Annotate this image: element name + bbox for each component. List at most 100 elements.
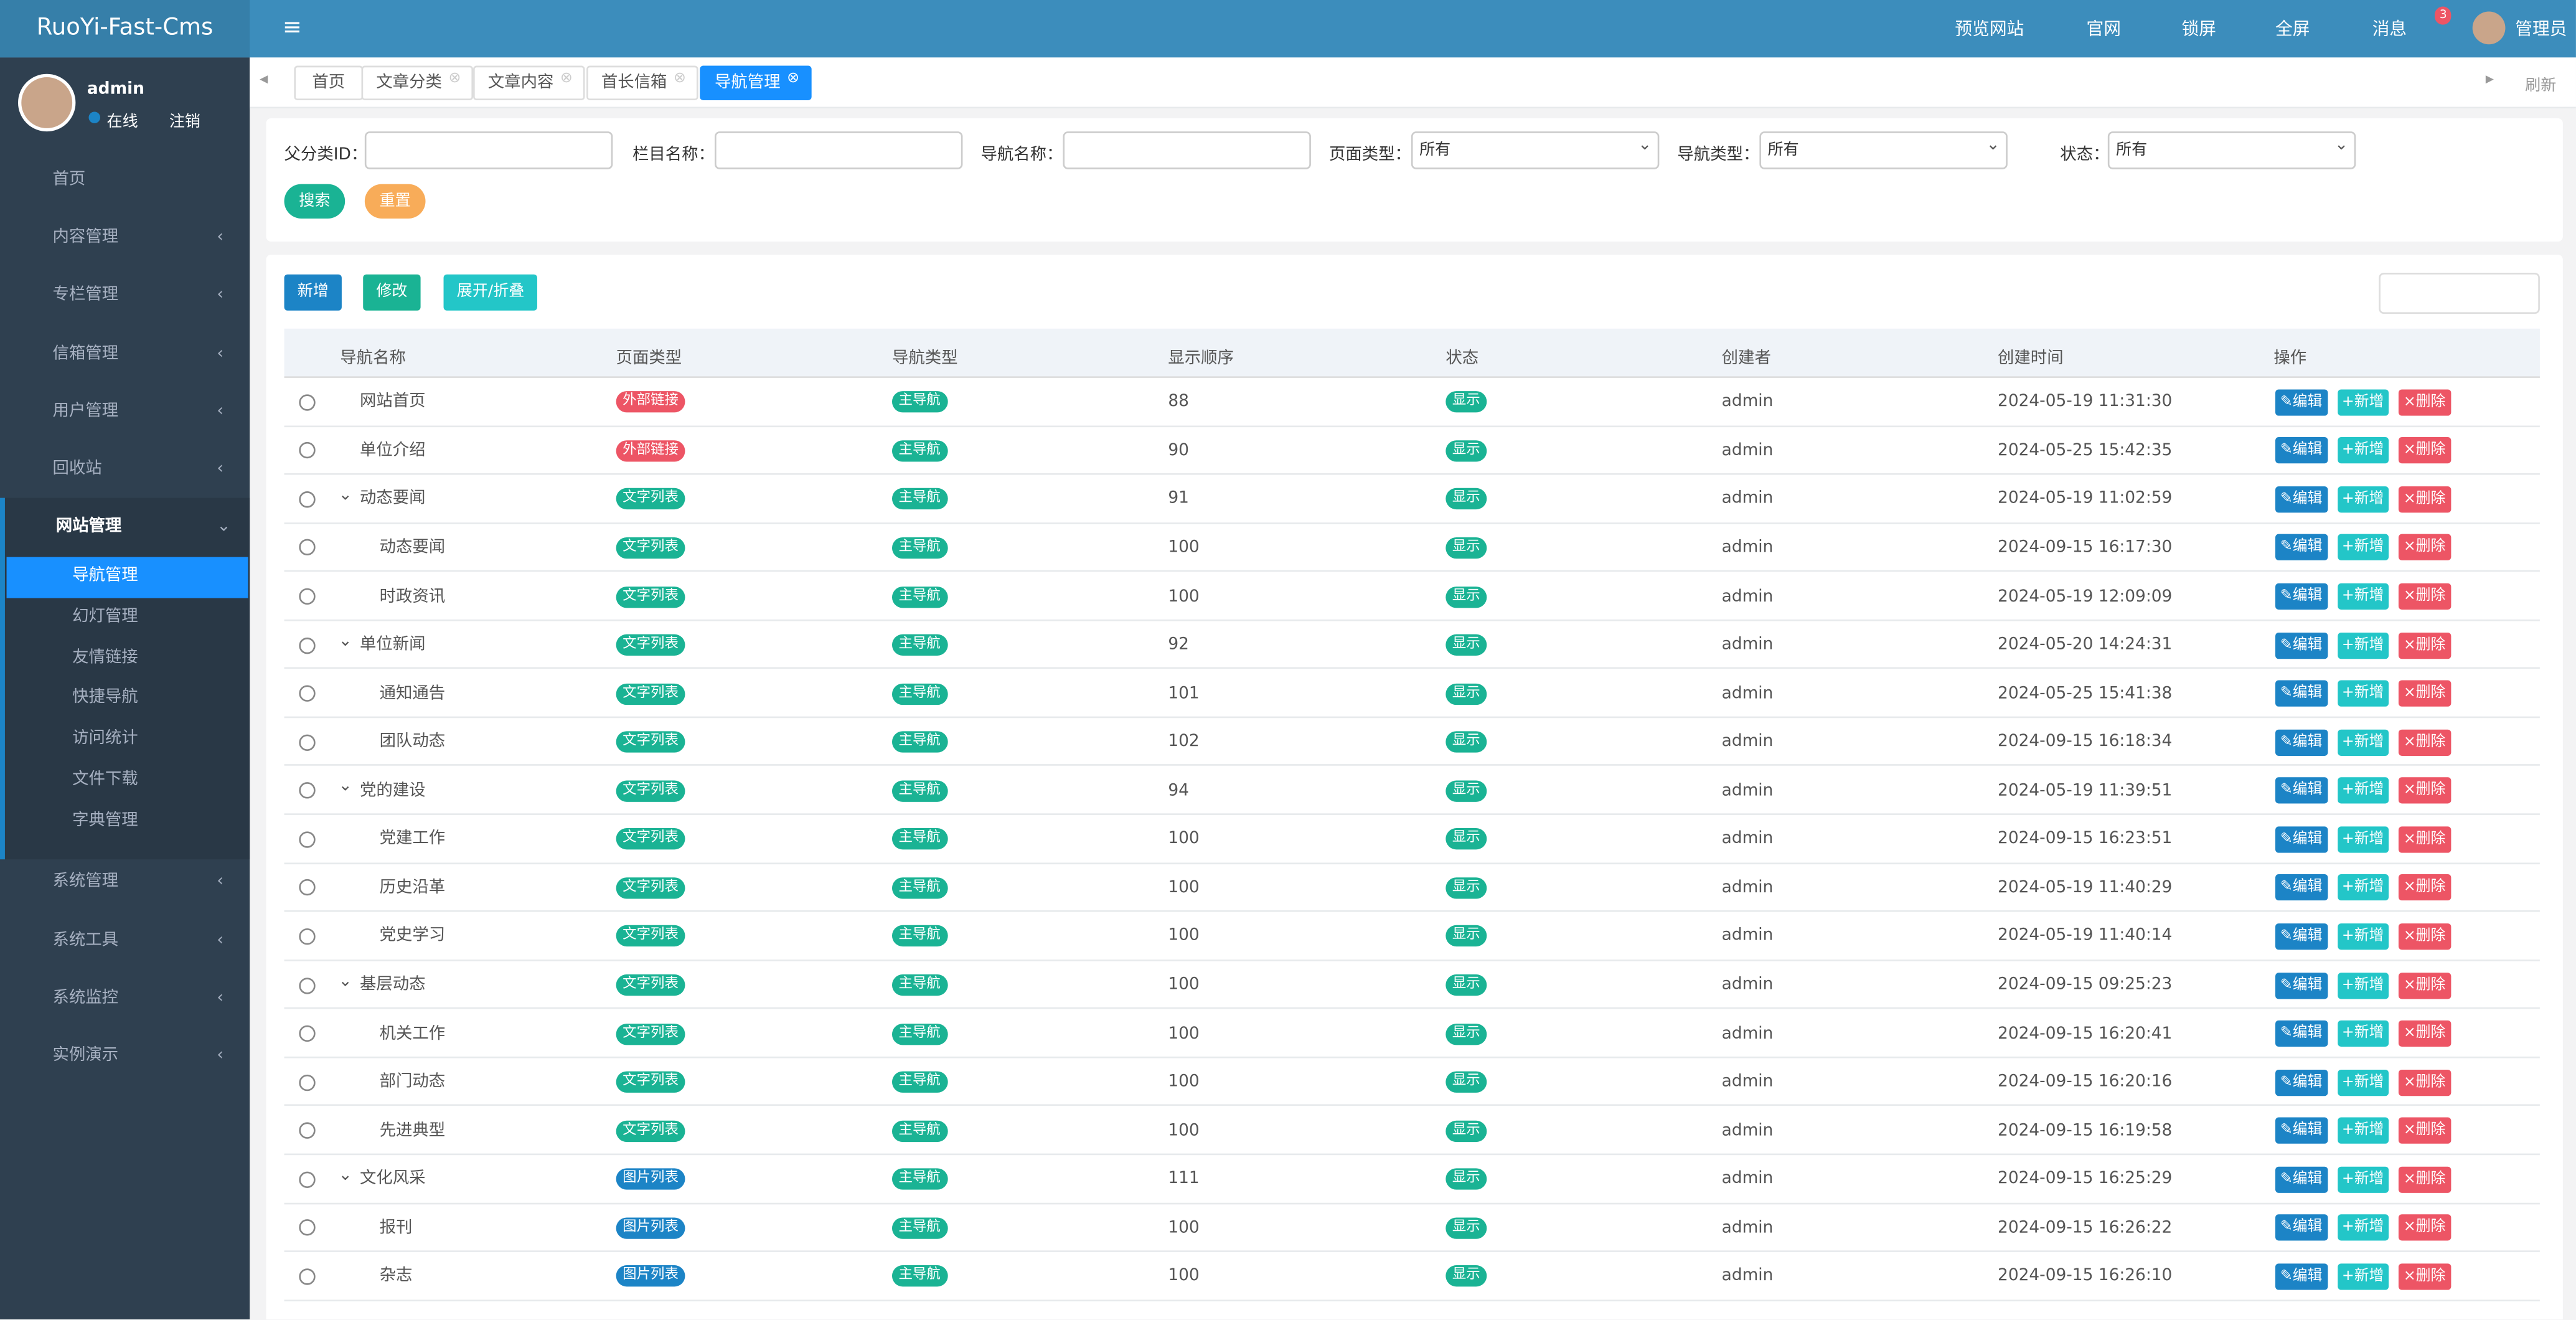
row-action-button[interactable]: +新增 — [2336, 971, 2389, 999]
menu-item[interactable]: 专栏管理 — [52, 286, 119, 305]
row-action-button[interactable]: ×删除 — [2398, 1166, 2451, 1193]
search-input[interactable] — [714, 131, 963, 169]
expand-icon[interactable]: ⌄ — [338, 971, 352, 990]
row-radio[interactable] — [299, 394, 316, 411]
header-link[interactable]: 预览网站 — [1955, 19, 2024, 40]
submenu-item[interactable]: 幻灯管理 — [72, 607, 138, 626]
row-action-button[interactable]: +新增 — [2336, 1263, 2389, 1290]
logo[interactable]: RuoYi-Fast-Cms — [0, 0, 250, 58]
row-action-button[interactable]: +新增 — [2336, 389, 2389, 416]
row-radio[interactable] — [299, 976, 316, 994]
row-action-button[interactable]: +新增 — [2336, 631, 2389, 659]
table-row[interactable] — [284, 669, 2540, 718]
row-radio[interactable] — [299, 491, 316, 508]
submenu-item[interactable]: 导航管理 — [72, 567, 138, 585]
toolbar-button[interactable]: 新增 — [284, 274, 342, 311]
header-link[interactable]: 官网 — [2086, 19, 2121, 40]
row-radio[interactable] — [299, 879, 316, 897]
row-action-button[interactable]: ✎编辑 — [2275, 971, 2328, 999]
tab[interactable]: 导航管理 — [700, 65, 812, 100]
row-radio[interactable] — [299, 442, 316, 460]
expand-icon[interactable]: ⌄ — [338, 1166, 352, 1185]
row-radio[interactable] — [299, 733, 316, 751]
tab-close[interactable]: ⊗ — [448, 70, 461, 87]
row-action-button[interactable]: ×删除 — [2398, 728, 2451, 756]
row-action-button[interactable]: +新增 — [2336, 1166, 2389, 1193]
tab[interactable]: 首长信箱 — [586, 65, 698, 100]
search-select[interactable]: 所有 — [1411, 131, 1660, 169]
row-radio[interactable] — [299, 831, 316, 848]
expand-icon[interactable]: ⌄ — [338, 486, 352, 504]
row-action-button[interactable]: ✎编辑 — [2275, 437, 2328, 464]
row-radio[interactable] — [299, 685, 316, 702]
table-row[interactable] — [284, 524, 2540, 572]
row-action-button[interactable]: ✎编辑 — [2275, 534, 2328, 562]
row-radio[interactable] — [299, 1025, 316, 1042]
row-action-button[interactable]: ×删除 — [2398, 1215, 2451, 1242]
row-action-button[interactable]: +新增 — [2336, 1117, 2389, 1144]
row-action-button[interactable]: ×删除 — [2398, 486, 2451, 513]
row-action-button[interactable]: ×删除 — [2398, 874, 2451, 902]
row-action-button[interactable]: ✎编辑 — [2275, 777, 2328, 804]
row-action-button[interactable]: +新增 — [2336, 826, 2389, 853]
table-row[interactable] — [284, 427, 2540, 475]
toolbar-button[interactable]: 展开/折叠 — [443, 274, 538, 311]
row-action-button[interactable]: +新增 — [2336, 1215, 2389, 1242]
row-action-button[interactable]: ×删除 — [2398, 777, 2451, 804]
row-action-button[interactable]: ✎编辑 — [2275, 583, 2328, 610]
table-row[interactable] — [284, 815, 2540, 864]
table-row[interactable] — [284, 1009, 2540, 1058]
row-action-button[interactable]: +新增 — [2336, 486, 2389, 513]
header-user[interactable]: 管理员 — [2515, 19, 2567, 40]
table-row[interactable] — [284, 766, 2540, 815]
submenu-item[interactable]: 访问统计 — [72, 730, 138, 748]
table-row[interactable] — [284, 912, 2540, 961]
table-row[interactable] — [284, 378, 2540, 427]
menu-item[interactable]: 网站管理 — [55, 517, 122, 536]
row-radio[interactable] — [299, 636, 316, 654]
submenu-item[interactable]: 友情链接 — [72, 648, 138, 667]
row-action-button[interactable]: ×删除 — [2398, 534, 2451, 562]
menu-item[interactable]: 内容管理 — [52, 229, 119, 247]
header-link[interactable]: 锁屏 — [2181, 19, 2217, 40]
row-radio[interactable] — [299, 1219, 316, 1237]
menu-item[interactable]: 信箱管理 — [52, 344, 119, 363]
row-radio[interactable] — [299, 1073, 316, 1091]
menu-item[interactable]: 回收站 — [52, 460, 102, 478]
search-select[interactable]: 所有 — [2107, 131, 2356, 169]
row-action-button[interactable]: ×删除 — [2398, 680, 2451, 707]
table-row[interactable] — [284, 475, 2540, 524]
submenu-item[interactable]: 文件下载 — [72, 770, 138, 789]
row-action-button[interactable]: ×删除 — [2398, 1020, 2451, 1047]
table-row[interactable] — [284, 1155, 2540, 1204]
row-action-button[interactable]: +新增 — [2336, 583, 2389, 610]
expand-icon[interactable]: ⌄ — [338, 777, 352, 796]
row-action-button[interactable]: ×删除 — [2398, 437, 2451, 464]
menu-item[interactable]: 用户管理 — [52, 402, 119, 421]
table-row[interactable] — [284, 1106, 2540, 1156]
row-action-button[interactable]: ×删除 — [2398, 826, 2451, 853]
row-radio[interactable] — [299, 928, 316, 945]
row-action-button[interactable]: ✎编辑 — [2275, 1020, 2328, 1047]
row-action-button[interactable]: +新增 — [2336, 680, 2389, 707]
table-tools[interactable] — [2379, 273, 2540, 314]
row-action-button[interactable]: +新增 — [2336, 534, 2389, 562]
search-select[interactable]: 所有 — [1759, 131, 2008, 169]
row-action-button[interactable]: ×删除 — [2398, 1117, 2451, 1144]
tab-refresh[interactable]: 刷新 — [2525, 77, 2557, 96]
sidebar-logout[interactable]: 注销 — [169, 113, 200, 132]
tab-close[interactable]: ⊗ — [560, 70, 573, 87]
row-radio[interactable] — [299, 782, 316, 799]
row-action-button[interactable]: ×删除 — [2398, 1068, 2451, 1096]
tab-close[interactable]: ⊗ — [787, 70, 799, 87]
menu-item[interactable]: 系统工具 — [52, 931, 119, 950]
menu-item[interactable]: 系统管理 — [52, 873, 119, 892]
row-radio[interactable] — [299, 1122, 316, 1139]
row-action-button[interactable]: +新增 — [2336, 728, 2389, 756]
search-input[interactable] — [364, 131, 613, 169]
row-action-button[interactable]: ✎编辑 — [2275, 728, 2328, 756]
row-action-button[interactable]: ✎编辑 — [2275, 874, 2328, 902]
table-row[interactable] — [284, 621, 2540, 669]
menu-item[interactable]: 首页 — [52, 171, 86, 189]
row-radio[interactable] — [299, 1171, 316, 1188]
